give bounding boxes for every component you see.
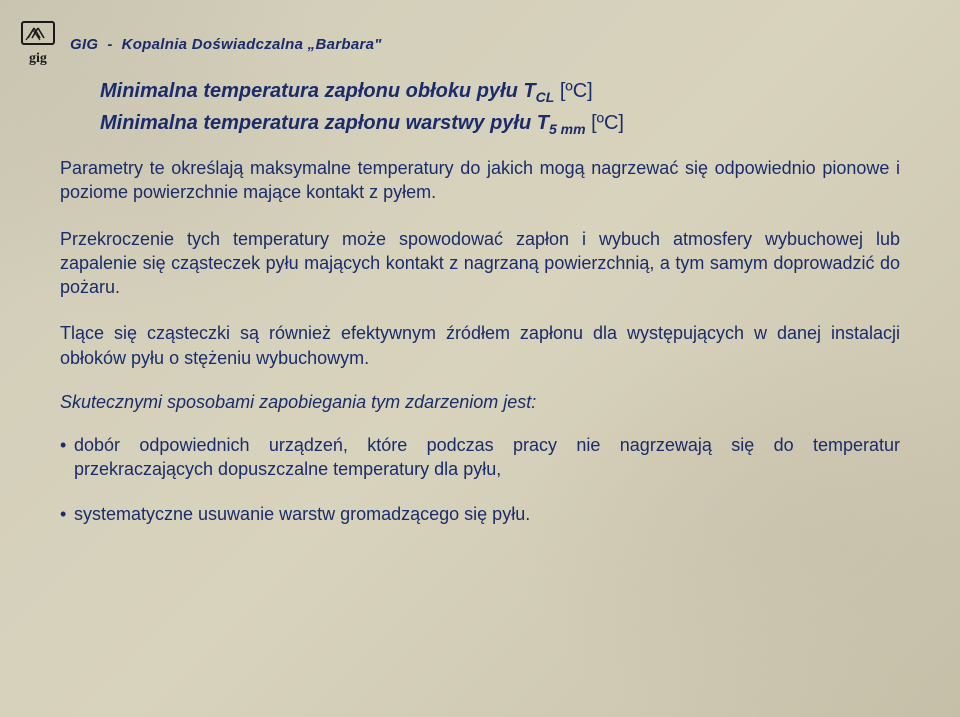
header-text: GIG - Kopalnia Doświadczalna „Barbara" xyxy=(70,36,382,53)
title2-sub: 5 mm xyxy=(549,121,586,137)
paragraph-1: Parametry te określają maksymalne temper… xyxy=(60,156,900,205)
paragraph-3: Tlące się cząsteczki są również efektywn… xyxy=(60,321,900,370)
org-name: Kopalnia Doświadczalna „Barbara" xyxy=(122,36,382,53)
slide-page: gig GIG - Kopalnia Doświadczalna „Barbar… xyxy=(0,0,960,717)
paragraph-2: Przekroczenie tych temperatury może spow… xyxy=(60,227,900,300)
bullet-list: dobór odpowiednich urządzeń, które podcz… xyxy=(60,433,900,526)
title1-text: Minimalna temperatura zapłonu obłoku pył… xyxy=(100,80,536,102)
list-item: systematyczne usuwanie warstw gromadzące… xyxy=(60,502,900,526)
title1-sub: CL xyxy=(536,89,555,105)
title2-text: Minimalna temperatura zapłonu warstwy py… xyxy=(100,112,549,134)
title-line-2: Minimalna temperatura zapłonu warstwy py… xyxy=(100,108,900,140)
list-item: dobór odpowiednich urządzeń, które podcz… xyxy=(60,433,900,482)
svg-text:gig: gig xyxy=(29,51,47,66)
title-line-1: Minimalna temperatura zapłonu obłoku pył… xyxy=(100,76,900,108)
title2-unit: [ºC] xyxy=(586,112,624,134)
title1-unit: [ºC] xyxy=(554,80,592,102)
list-intro: Skutecznymi sposobami zapobiegania tym z… xyxy=(60,392,900,413)
header-sep: - xyxy=(107,36,112,53)
header-row: gig GIG - Kopalnia Doświadczalna „Barbar… xyxy=(20,20,900,68)
org-abbr: GIG xyxy=(70,36,98,53)
gig-logo-icon: gig xyxy=(20,20,56,68)
title-block: Minimalna temperatura zapłonu obłoku pył… xyxy=(100,76,900,140)
